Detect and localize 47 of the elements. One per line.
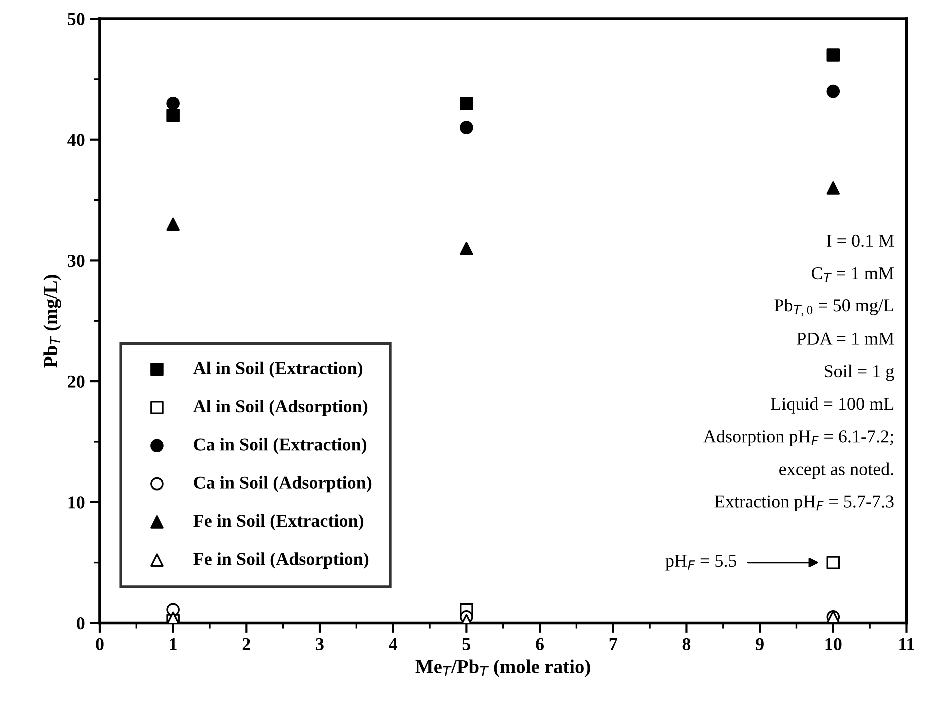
x-tick-label: 1 — [170, 638, 177, 650]
x-tick-label: 9 — [756, 638, 764, 651]
x-tick-label: 10 — [826, 638, 842, 651]
point — [826, 48, 840, 62]
y-tick-label: 30 — [68, 254, 85, 268]
point — [460, 96, 474, 110]
x-tick-label: 0 — [96, 638, 104, 651]
annotation: C$_{T}$ = 1 mM — [812, 267, 894, 282]
x-tick-label: 7 — [610, 638, 618, 650]
annotation: Pb$_{T,0}$ = 50 mg/L — [774, 298, 894, 316]
annotation: Adsorption pH$_{F}$ = 6.1-7.2; — [704, 430, 894, 446]
annotation: Extraction pH$_{F}$ = 5.7-7.3 — [714, 496, 894, 512]
x-tick-label: 4 — [389, 638, 398, 650]
point — [166, 109, 180, 122]
legend-label: Fe in Soil (Adsorption) — [194, 552, 369, 569]
legend-label: Ca in Soil (Extraction) — [194, 438, 367, 454]
legend-label: Al in Soil (Extraction) — [194, 362, 363, 378]
annotation: pH$_{F}$ = 5.5 — [666, 555, 737, 571]
annotation: I = 0.1 M — [826, 234, 894, 248]
annotation: Liquid = 100 mL — [771, 398, 894, 414]
y-tick-label: 20 — [68, 376, 85, 388]
legend-label: Fe in Soil (Extraction) — [194, 514, 364, 531]
point — [166, 218, 180, 232]
x-tick-label: 3 — [316, 638, 324, 651]
annotation: except as noted. — [780, 462, 894, 480]
legend-label: Ca in Soil (Adsorption) — [194, 476, 372, 493]
x-tick-label: 8 — [682, 638, 691, 651]
x-tick-label: 2 — [242, 638, 250, 650]
point — [826, 84, 840, 98]
y-tick-label: 0 — [77, 617, 85, 630]
x-tick-label: 5 — [462, 638, 471, 651]
y-tick-label: 10 — [68, 496, 85, 509]
point — [826, 182, 840, 195]
y-axis-title: Pb$_{T}$ (mg/L) — [44, 275, 62, 368]
point — [826, 556, 840, 570]
x-tick-label: 11 — [900, 638, 914, 650]
point — [460, 121, 474, 134]
point — [460, 242, 474, 256]
y-tick-label: 50 — [68, 13, 85, 26]
annotation: Soil = 1 g — [824, 364, 894, 382]
legend-label: Al in Soil (Adsorption) — [194, 400, 368, 416]
point — [166, 612, 180, 624]
x-tick-label: 6 — [536, 638, 544, 651]
y-tick-label: 40 — [68, 134, 85, 146]
annotation: PDA = 1 mM — [797, 332, 894, 345]
point — [166, 96, 180, 110]
x-axis-title: Me$_{T}$/Pb$_{T}$ (mole ratio) — [416, 660, 590, 678]
